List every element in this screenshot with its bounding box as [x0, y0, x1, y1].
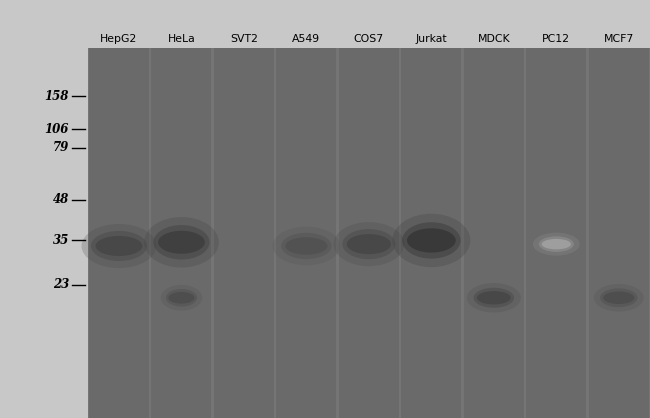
Ellipse shape [533, 233, 580, 256]
Bar [589, 48, 649, 418]
Text: PC12: PC12 [542, 34, 570, 44]
Text: 35: 35 [53, 234, 69, 247]
Bar [339, 48, 399, 418]
Text: MDCK: MDCK [478, 34, 510, 44]
Ellipse shape [343, 229, 395, 259]
Ellipse shape [594, 284, 644, 311]
Ellipse shape [393, 214, 471, 267]
Ellipse shape [153, 225, 209, 260]
Ellipse shape [474, 288, 514, 308]
Text: A549: A549 [292, 34, 320, 44]
Ellipse shape [166, 289, 197, 306]
Bar [276, 48, 337, 418]
Text: 79: 79 [53, 141, 69, 155]
Text: 106: 106 [44, 123, 69, 136]
Text: HeLa: HeLa [168, 34, 196, 44]
Bar [526, 48, 586, 418]
Text: MCF7: MCF7 [604, 34, 634, 44]
Text: 48: 48 [53, 193, 69, 206]
Ellipse shape [285, 237, 328, 255]
Ellipse shape [158, 231, 205, 254]
Ellipse shape [477, 291, 511, 304]
Ellipse shape [96, 236, 142, 256]
Text: 158: 158 [44, 89, 69, 103]
Text: Jurkat: Jurkat [415, 34, 447, 44]
Ellipse shape [467, 283, 521, 313]
Ellipse shape [333, 222, 404, 266]
Text: SVT2: SVT2 [230, 34, 258, 44]
Ellipse shape [539, 236, 574, 252]
Ellipse shape [168, 292, 194, 303]
Ellipse shape [91, 231, 147, 261]
Ellipse shape [407, 228, 456, 252]
Ellipse shape [272, 227, 340, 265]
Ellipse shape [347, 234, 391, 254]
Text: COS7: COS7 [354, 34, 384, 44]
Ellipse shape [402, 222, 461, 259]
Ellipse shape [281, 233, 332, 259]
Bar [88, 48, 650, 418]
Ellipse shape [144, 217, 219, 268]
Ellipse shape [600, 288, 638, 307]
Ellipse shape [161, 285, 202, 311]
Text: 23: 23 [53, 278, 69, 291]
Ellipse shape [81, 224, 157, 268]
Bar [151, 48, 211, 418]
Text: HepG2: HepG2 [100, 34, 138, 44]
Bar [401, 48, 462, 418]
Bar [464, 48, 524, 418]
Bar [89, 48, 149, 418]
Ellipse shape [603, 291, 634, 304]
Ellipse shape [541, 239, 571, 250]
Bar [214, 48, 274, 418]
